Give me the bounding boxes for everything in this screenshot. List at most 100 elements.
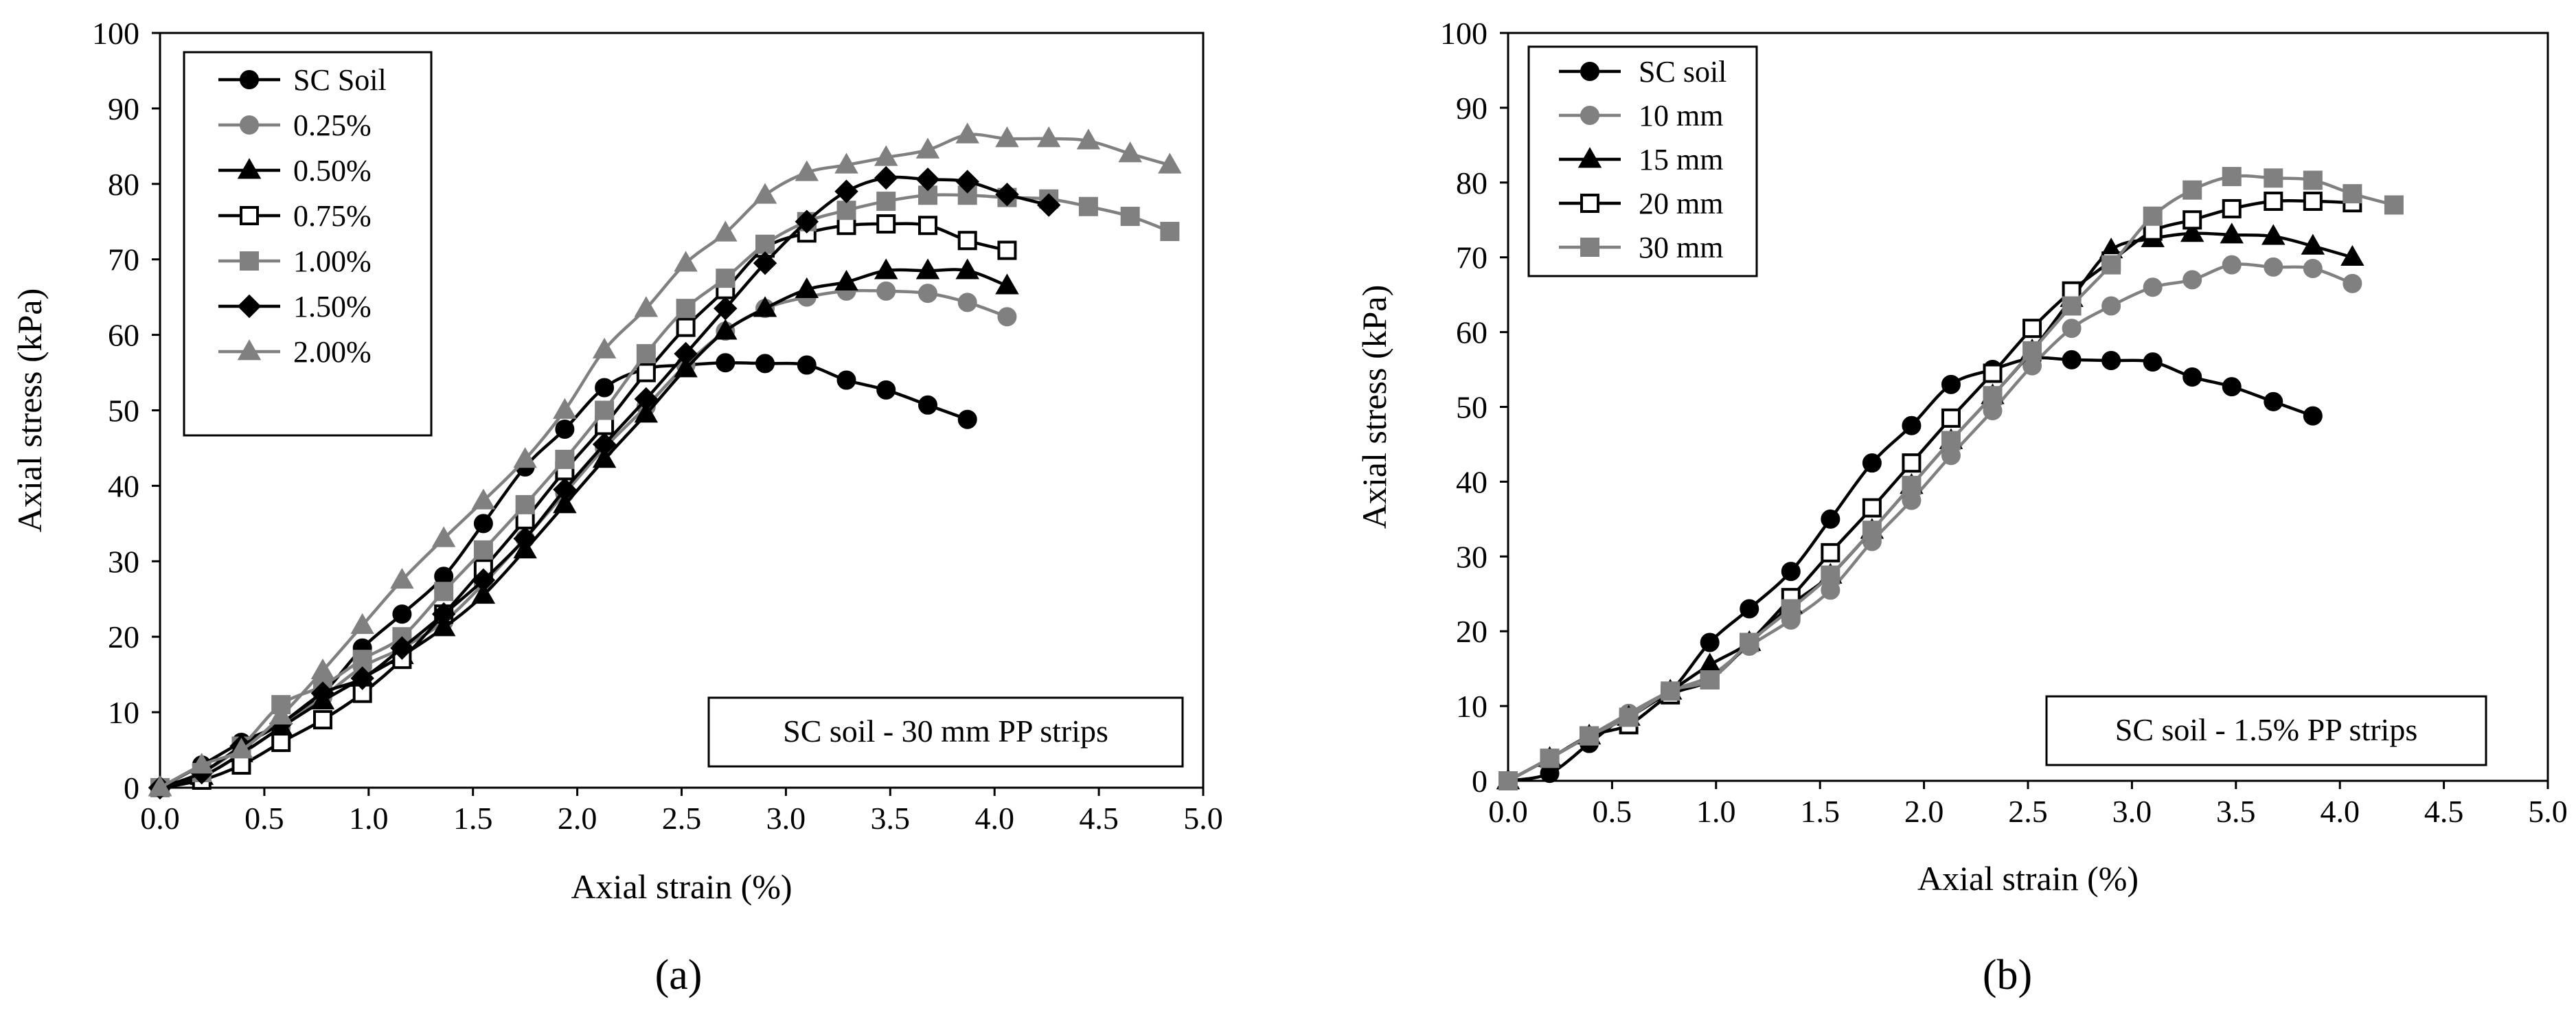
legend: SC Soil 0.25% 0.50% 0.75% 1.00% 1.50% 2.00% <box>183 51 433 437</box>
x-tick-label: 1.0 <box>349 801 389 836</box>
y-tick-label: 40 <box>1456 464 1488 499</box>
data-point <box>876 192 896 212</box>
y-tick-label: 90 <box>1456 91 1488 126</box>
x-tick-label: 0.0 <box>140 801 180 836</box>
data-point <box>876 281 896 301</box>
data-point <box>876 214 896 234</box>
legend-marker <box>240 251 259 271</box>
series-6 <box>148 122 1182 797</box>
data-point <box>636 363 656 383</box>
data-point <box>553 492 577 514</box>
data-point <box>1160 222 1180 242</box>
data-point <box>2301 233 2325 255</box>
data-point <box>917 216 937 236</box>
x-tick-label: 1.0 <box>1696 794 1736 829</box>
data-point <box>2264 391 2283 411</box>
data-point <box>2303 170 2323 190</box>
data-point <box>1700 670 1720 689</box>
data-point <box>997 240 1017 260</box>
data-point <box>714 319 738 340</box>
data-point <box>1781 562 1801 582</box>
data-point <box>755 354 775 374</box>
data-point <box>995 126 1019 148</box>
data-point <box>2182 210 2202 230</box>
data-point <box>955 122 979 144</box>
data-point <box>392 604 412 624</box>
data-point <box>2222 255 2242 275</box>
x-tick-label: 3.0 <box>2112 794 2152 829</box>
x-tick-label: 2.0 <box>558 801 597 836</box>
data-point <box>2022 341 2042 361</box>
data-point <box>595 400 615 420</box>
data-point <box>753 183 777 204</box>
data-point <box>269 703 293 725</box>
data-point <box>676 299 696 319</box>
legend: SC soil 10 mm 15 mm 20 mm 30 mm <box>1527 45 1758 277</box>
data-point <box>676 317 696 337</box>
data-point <box>1740 632 1759 652</box>
data-point <box>836 201 856 220</box>
data-point <box>2062 319 2082 339</box>
x-tick-label: 1.5 <box>1800 794 1840 829</box>
data-point <box>997 307 1017 327</box>
data-point <box>2182 270 2202 290</box>
data-point <box>1902 415 1922 435</box>
series-4 <box>1498 167 2404 790</box>
data-point <box>2022 319 2042 339</box>
data-point <box>513 527 537 551</box>
x-tick-label: 3.5 <box>871 801 911 836</box>
legend-entry: SC soil <box>1639 55 1726 89</box>
data-point <box>1118 141 1142 163</box>
chart-panel-a: 0.0 0.5 1.0 1.5 2.0 2.5 3.0 3.5 4.0 4.5 5.0 0 10 20 30… <box>10 16 1223 999</box>
annotation-text: SC soil - 30 mm PP strips <box>783 714 1108 749</box>
series-line <box>1507 198 2353 782</box>
legend-entry: 15 mm <box>1639 143 1723 176</box>
x-tick-label: 2.5 <box>662 801 702 836</box>
data-point <box>2062 350 2082 369</box>
data-point <box>2303 192 2323 212</box>
x-tick-label: 3.0 <box>766 801 806 836</box>
data-point <box>917 395 937 415</box>
data-point <box>634 296 659 317</box>
data-point <box>1619 707 1639 727</box>
data-point <box>312 710 332 730</box>
y-tick-label: 30 <box>1456 539 1488 574</box>
annotation-box <box>2045 695 2487 766</box>
data-point <box>955 170 979 194</box>
data-point <box>471 582 496 604</box>
legend-box <box>1527 45 1758 277</box>
legend-marker <box>1580 106 1599 125</box>
data-point <box>2180 221 2204 242</box>
x-tick-label: 0.5 <box>1593 794 1632 829</box>
legend-marker <box>240 70 259 89</box>
data-point <box>2062 296 2082 316</box>
y-tick-label: 20 <box>108 619 139 654</box>
legend-marker <box>1580 194 1599 213</box>
x-tick-label: 5.0 <box>1183 801 1223 836</box>
legend-marker <box>237 294 262 319</box>
y-tick-label: 60 <box>108 318 139 353</box>
panel-label: (a) <box>655 952 703 999</box>
data-point <box>674 356 698 378</box>
data-point <box>592 432 617 457</box>
data-point <box>874 145 898 166</box>
data-point <box>1821 509 1840 529</box>
data-point <box>1902 475 1922 495</box>
x-axis-title: Axial strain (%) <box>1917 859 2139 898</box>
y-tick-label: 50 <box>108 394 139 429</box>
data-point <box>915 258 940 280</box>
data-point <box>2340 244 2364 266</box>
data-point <box>795 277 819 299</box>
data-point <box>674 251 698 272</box>
data-point <box>1036 126 1061 148</box>
data-point <box>797 355 817 375</box>
data-point <box>434 582 454 602</box>
y-tick-label: 80 <box>108 167 139 202</box>
legend-entry: 1.00% <box>293 244 372 278</box>
y-tick-label: 90 <box>108 91 139 126</box>
data-point <box>915 167 940 192</box>
data-point <box>753 251 777 275</box>
data-point <box>1120 207 1140 227</box>
x-tick-label: 1.5 <box>453 801 493 836</box>
chart-panel-b: 0.0 0.5 1.0 1.5 2.0 2.5 3.0 3.5 4.0 4.5 5.0 0 10 20 30… <box>1355 16 2568 999</box>
